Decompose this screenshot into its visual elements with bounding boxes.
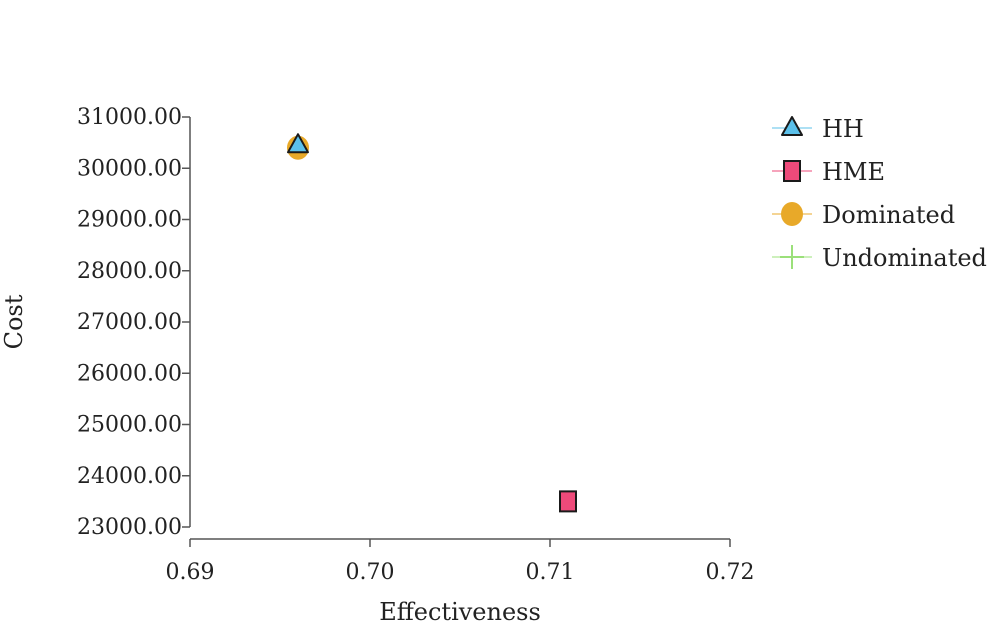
x-axis-title: Effectiveness bbox=[379, 598, 541, 626]
y-axis-title: Cost bbox=[0, 294, 28, 349]
legend-item-undominated: Undominated bbox=[772, 244, 987, 272]
legend-label: Dominated bbox=[822, 201, 955, 229]
x-axis: 0.69 0.70 0.71 0.72 bbox=[166, 538, 755, 585]
data-points bbox=[287, 133, 577, 513]
y-tick-label: 28000.00 bbox=[77, 259, 182, 284]
y-tick-label: 31000.00 bbox=[77, 105, 182, 130]
legend-marker-square bbox=[783, 160, 801, 182]
x-tick-label: 0.70 bbox=[346, 560, 395, 585]
y-tick-label: 27000.00 bbox=[77, 310, 182, 335]
legend-item-hh: HH bbox=[772, 115, 864, 143]
legend-marker-plus bbox=[780, 245, 804, 269]
y-tick-label: 23000.00 bbox=[77, 515, 182, 540]
legend-item-hme: HME bbox=[772, 158, 885, 186]
hh-point bbox=[287, 133, 309, 154]
legend-label: Undominated bbox=[822, 244, 987, 272]
legend-label: HME bbox=[822, 158, 885, 186]
y-tick-label: 24000.00 bbox=[77, 464, 182, 489]
legend-marker-circle bbox=[781, 202, 803, 226]
legend-marker-triangle bbox=[781, 116, 803, 136]
y-tick-label: 30000.00 bbox=[77, 156, 182, 181]
y-tick-label: 29000.00 bbox=[77, 208, 182, 233]
y-tick-label: 25000.00 bbox=[77, 413, 182, 438]
legend: HH HME Dominated Undominated bbox=[772, 115, 987, 272]
x-tick-label: 0.72 bbox=[706, 560, 755, 585]
y-tick-label: 26000.00 bbox=[77, 361, 182, 386]
legend-item-dominated: Dominated bbox=[772, 201, 955, 229]
x-tick-label: 0.69 bbox=[166, 560, 215, 585]
hme-point bbox=[559, 490, 577, 513]
legend-label: HH bbox=[822, 115, 864, 143]
x-tick-label: 0.71 bbox=[526, 560, 575, 585]
y-axis: 23000.00 24000.00 25000.00 26000.00 27000.00… bbox=[77, 105, 191, 540]
